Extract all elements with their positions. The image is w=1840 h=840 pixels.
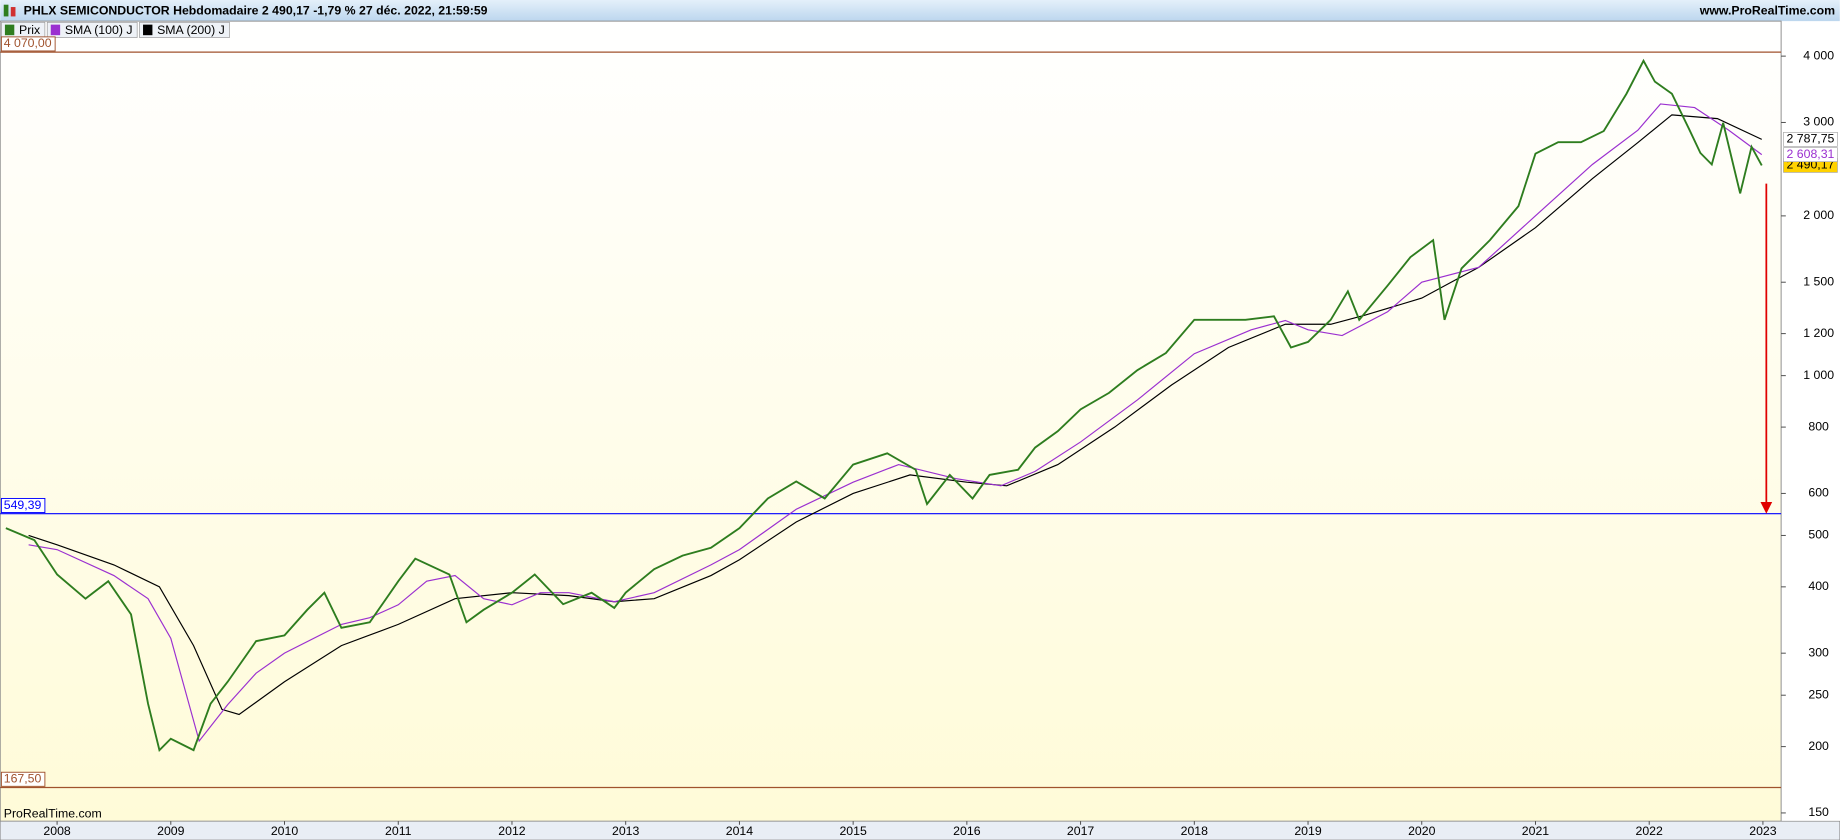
plot-area bbox=[0, 20, 1782, 822]
x-tick-label: 2023 bbox=[1749, 824, 1777, 838]
level-label-box bbox=[0, 771, 46, 787]
legend-swatch bbox=[143, 24, 153, 36]
x-tick-label: 2010 bbox=[271, 824, 299, 838]
y-tick-label: 3 000 bbox=[1803, 115, 1834, 129]
x-tick-label: 2015 bbox=[839, 824, 867, 838]
y-tick-label: 1 000 bbox=[1803, 368, 1834, 382]
y-tick-label: 150 bbox=[1808, 805, 1829, 819]
x-tick-label: 2020 bbox=[1408, 824, 1436, 838]
x-tick-label: 2019 bbox=[1294, 824, 1322, 838]
x-tick-label: 2021 bbox=[1522, 824, 1550, 838]
header-icon bbox=[10, 7, 16, 17]
level-label: 167,50 bbox=[4, 772, 42, 786]
level-label-box bbox=[0, 36, 56, 52]
y-tick-label: 4 000 bbox=[1803, 48, 1834, 62]
last-value-label: 2 608,31 bbox=[1787, 147, 1835, 161]
header-title: PHLX SEMICONDUCTOR Hebdomadaire 2 490,17… bbox=[24, 3, 488, 17]
y-tick-label: 1 500 bbox=[1803, 274, 1834, 288]
y-tick-label: 200 bbox=[1808, 739, 1829, 753]
y-tick-label: 500 bbox=[1808, 528, 1829, 542]
legend-label: SMA (200) J bbox=[157, 23, 225, 37]
level-label: 549,39 bbox=[4, 498, 42, 512]
x-tick-label: 2022 bbox=[1636, 824, 1664, 838]
x-tick-label: 2016 bbox=[953, 824, 981, 838]
y-tick-label: 250 bbox=[1808, 687, 1829, 701]
level-label: 4 070,00 bbox=[4, 36, 52, 50]
x-tick-label: 2017 bbox=[1067, 824, 1095, 838]
x-tick-label: 2018 bbox=[1181, 824, 1209, 838]
series-line bbox=[5, 58, 1763, 752]
last-value-box bbox=[1783, 132, 1838, 147]
y-tick-label: 300 bbox=[1808, 645, 1829, 659]
last-value-label: 2 787,75 bbox=[1787, 132, 1835, 146]
legend-label: Prix bbox=[19, 23, 41, 37]
y-tick-label: 1 200 bbox=[1803, 326, 1834, 340]
header-icon bbox=[3, 4, 9, 17]
y-tick-label: 400 bbox=[1808, 579, 1829, 593]
x-tick-label: 2009 bbox=[157, 824, 185, 838]
y-tick-label: 600 bbox=[1808, 486, 1829, 500]
x-tick-label: 2008 bbox=[43, 824, 71, 838]
y-tick-label: 800 bbox=[1808, 419, 1829, 433]
x-tick-label: 2012 bbox=[498, 824, 526, 838]
legend-item[interactable] bbox=[139, 21, 230, 38]
last-value-box bbox=[1783, 147, 1838, 163]
x-tick-label: 2014 bbox=[726, 824, 754, 838]
header-bar bbox=[0, 0, 1840, 22]
legend-item[interactable] bbox=[46, 21, 138, 38]
header-site[interactable]: www.ProRealTime.com bbox=[1699, 3, 1835, 17]
legend-swatch bbox=[50, 24, 61, 36]
footer-brand: ProRealTime.com bbox=[4, 806, 102, 820]
legend-label: SMA (100) J bbox=[65, 23, 133, 37]
level-label-box bbox=[0, 497, 46, 514]
legend-swatch bbox=[4, 24, 15, 36]
x-tick-label: 2013 bbox=[612, 824, 640, 838]
legend: Prix SMA (100) J SMA (200) J bbox=[1, 21, 230, 38]
x-tick-label: 2011 bbox=[385, 824, 412, 838]
arrow-head bbox=[1760, 501, 1773, 514]
y-tick-label: 2 000 bbox=[1803, 208, 1834, 222]
